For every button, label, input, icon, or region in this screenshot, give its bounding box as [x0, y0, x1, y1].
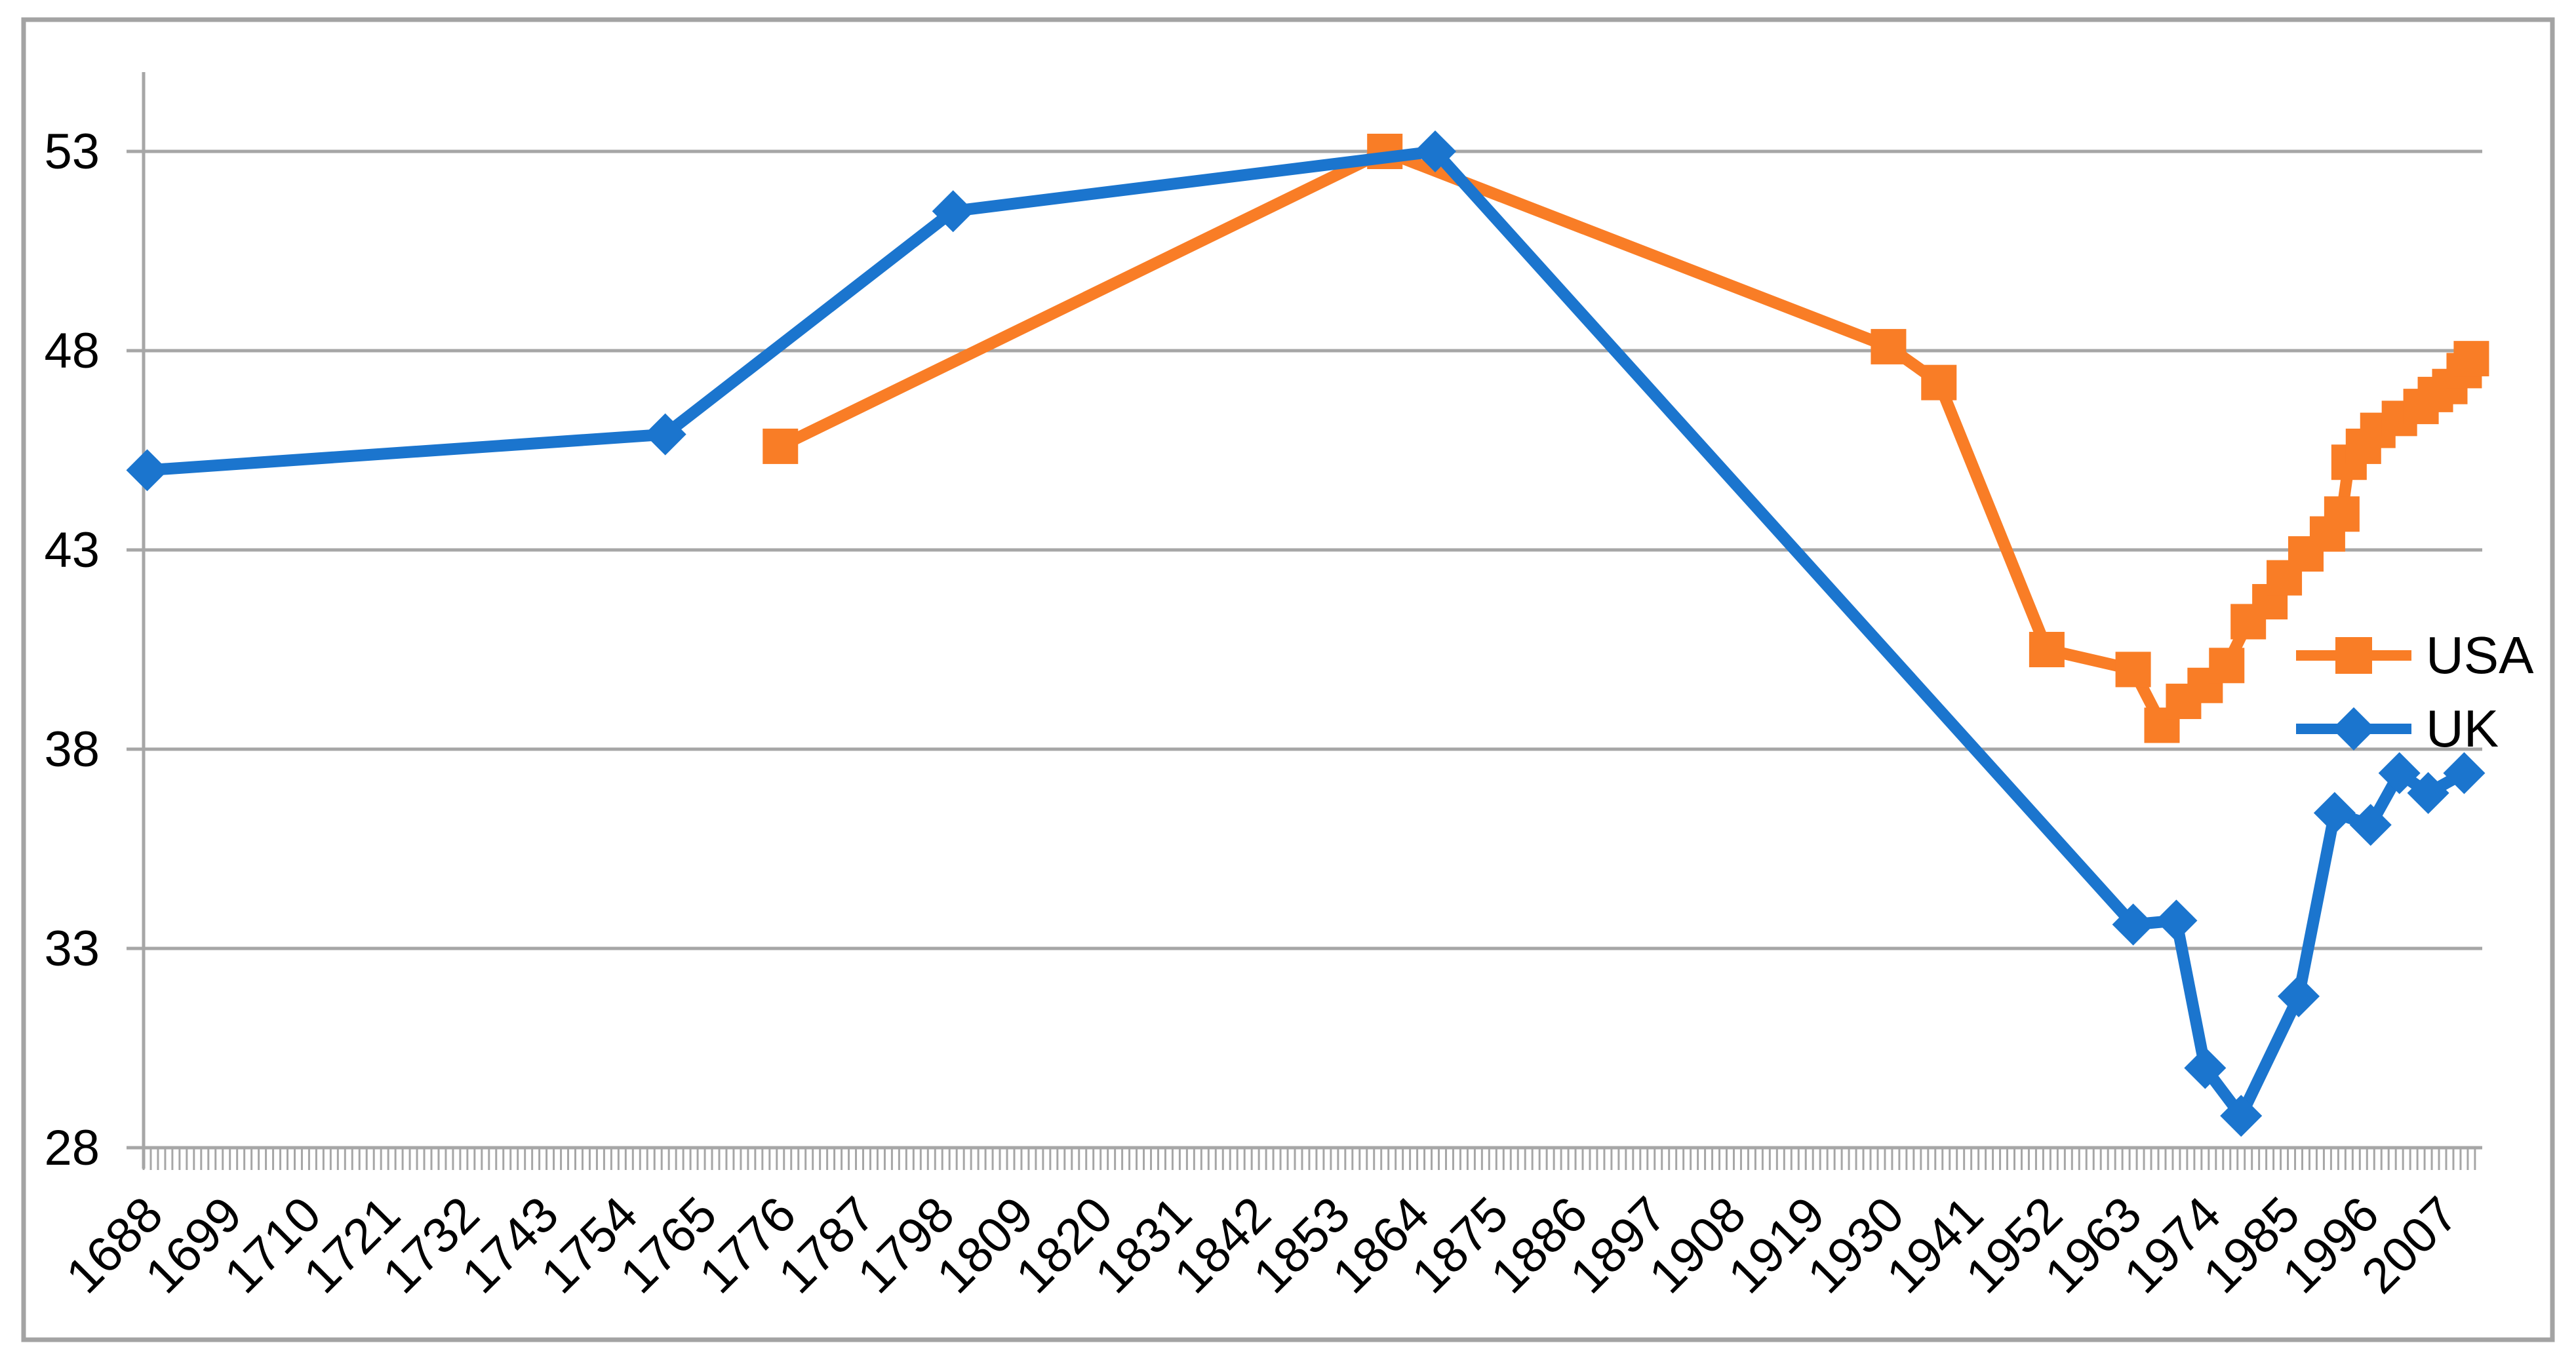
uk-marker: [2349, 804, 2392, 846]
legend-item-uk: UK: [2296, 699, 2499, 758]
legend-diamond-marker: [2332, 707, 2375, 750]
uk-marker: [644, 413, 686, 456]
legend-label: UK: [2426, 699, 2499, 758]
usa-marker: [2115, 652, 2151, 688]
uk-marker: [2184, 1047, 2227, 1089]
uk-marker: [2407, 771, 2449, 814]
uk-marker: [126, 449, 168, 492]
legend-label: USA: [2426, 626, 2534, 684]
series-uk: [126, 130, 2486, 1137]
uk-marker: [2313, 792, 2356, 834]
y-tick-label: 48: [44, 323, 100, 379]
usa-marker: [2209, 648, 2245, 684]
legend: USA UK: [2296, 626, 2534, 758]
series-usa: [763, 134, 2489, 743]
uk-marker: [2112, 903, 2154, 946]
chart-border: [21, 17, 2555, 1342]
y-tick-label: 28: [44, 1120, 100, 1176]
uk-marker: [2155, 899, 2198, 942]
y-tick-label: 38: [44, 722, 100, 777]
usa-marker: [1921, 364, 1957, 400]
usa-marker: [763, 428, 799, 464]
plot-frame: [21, 17, 2555, 1342]
usa-marker: [2029, 632, 2065, 667]
uk-marker: [1414, 130, 1457, 172]
y-tick-label: 33: [44, 921, 100, 977]
uk-marker: [2378, 752, 2421, 794]
uk-marker: [2220, 1095, 2263, 1137]
usa-marker: [2453, 341, 2489, 377]
uk-marker: [2278, 975, 2320, 1017]
y-axis-labels: 28 33 38 43 48 53: [44, 124, 100, 1176]
x-axis-ticks: [142, 1148, 2476, 1170]
y-tick-label: 53: [44, 124, 100, 180]
legend-item-usa: USA: [2296, 626, 2534, 684]
gridlines: [127, 149, 2482, 1150]
uk-marker: [2443, 752, 2486, 794]
usa-marker: [1871, 328, 1907, 364]
series-area: [126, 130, 2489, 1137]
legend-square-marker: [2335, 637, 2372, 674]
uk-marker: [932, 190, 974, 233]
usa-marker: [2324, 496, 2360, 532]
y-tick-label: 43: [44, 522, 100, 578]
